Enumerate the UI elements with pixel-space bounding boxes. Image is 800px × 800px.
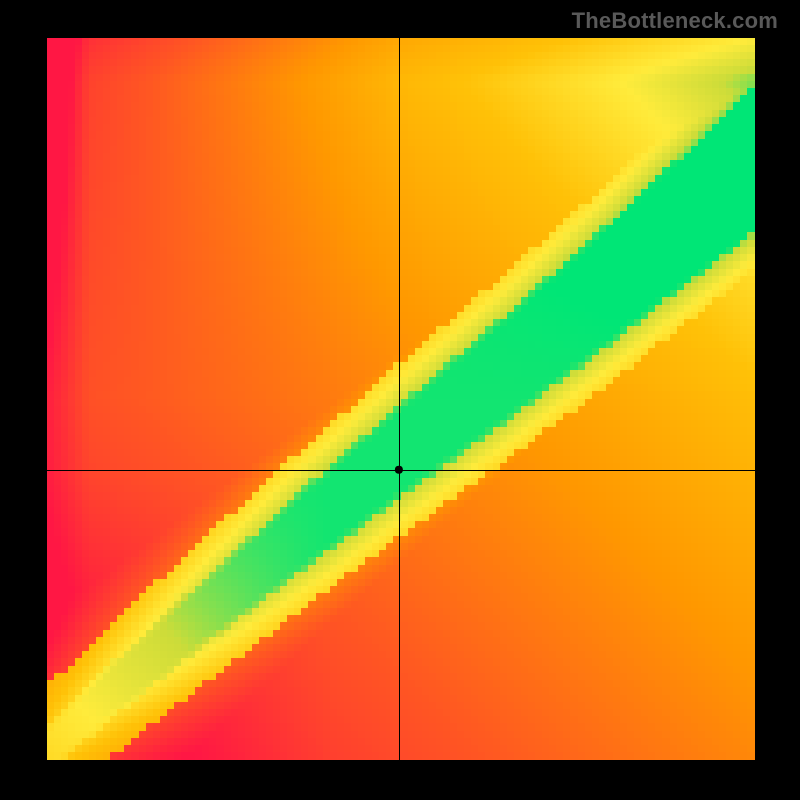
heatmap-canvas: [47, 38, 755, 760]
chart-container: TheBottleneck.com: [0, 0, 800, 800]
watermark-text: TheBottleneck.com: [572, 8, 778, 34]
heatmap-plot: [47, 38, 755, 760]
